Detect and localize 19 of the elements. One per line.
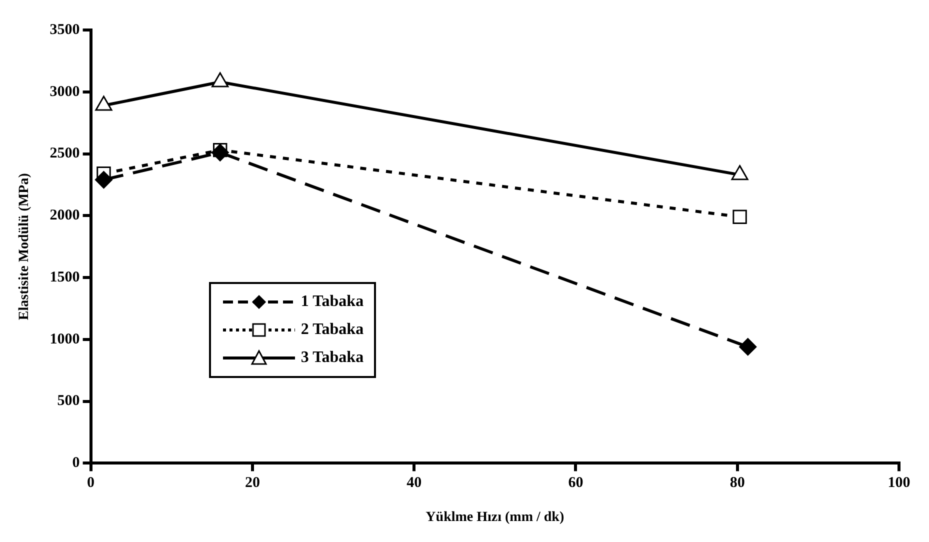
x-tick-label: 60 (568, 475, 584, 492)
y-tick-label: 2000 (50, 208, 80, 224)
x-tick-label: 100 (888, 475, 910, 492)
y-tick-label: 2500 (50, 146, 80, 162)
x-tick-label: 20 (244, 475, 260, 492)
y-axis-title: Elastisite Modülü (MPa) (17, 172, 32, 320)
y-tick-label: 1000 (50, 331, 80, 348)
legend-label: 1 Tabaka (300, 292, 364, 312)
y-tick-label: 1500 (50, 269, 80, 286)
legend-label: 2 Tabaka (300, 320, 364, 340)
x-tick-label: 0 (87, 475, 95, 492)
y-tick-label: 0 (72, 455, 80, 472)
legend-label: 3 Tabaka (300, 348, 364, 368)
y-tick-label: 3500 (50, 22, 80, 38)
x-tick-label: 40 (406, 475, 422, 492)
y-tick-label: 3000 (50, 84, 80, 100)
x-axis-title: Yüklme Hızı (mm / dk) (426, 510, 564, 526)
y-tick-label: 500 (57, 393, 80, 410)
x-tick-label: 80 (730, 475, 745, 492)
